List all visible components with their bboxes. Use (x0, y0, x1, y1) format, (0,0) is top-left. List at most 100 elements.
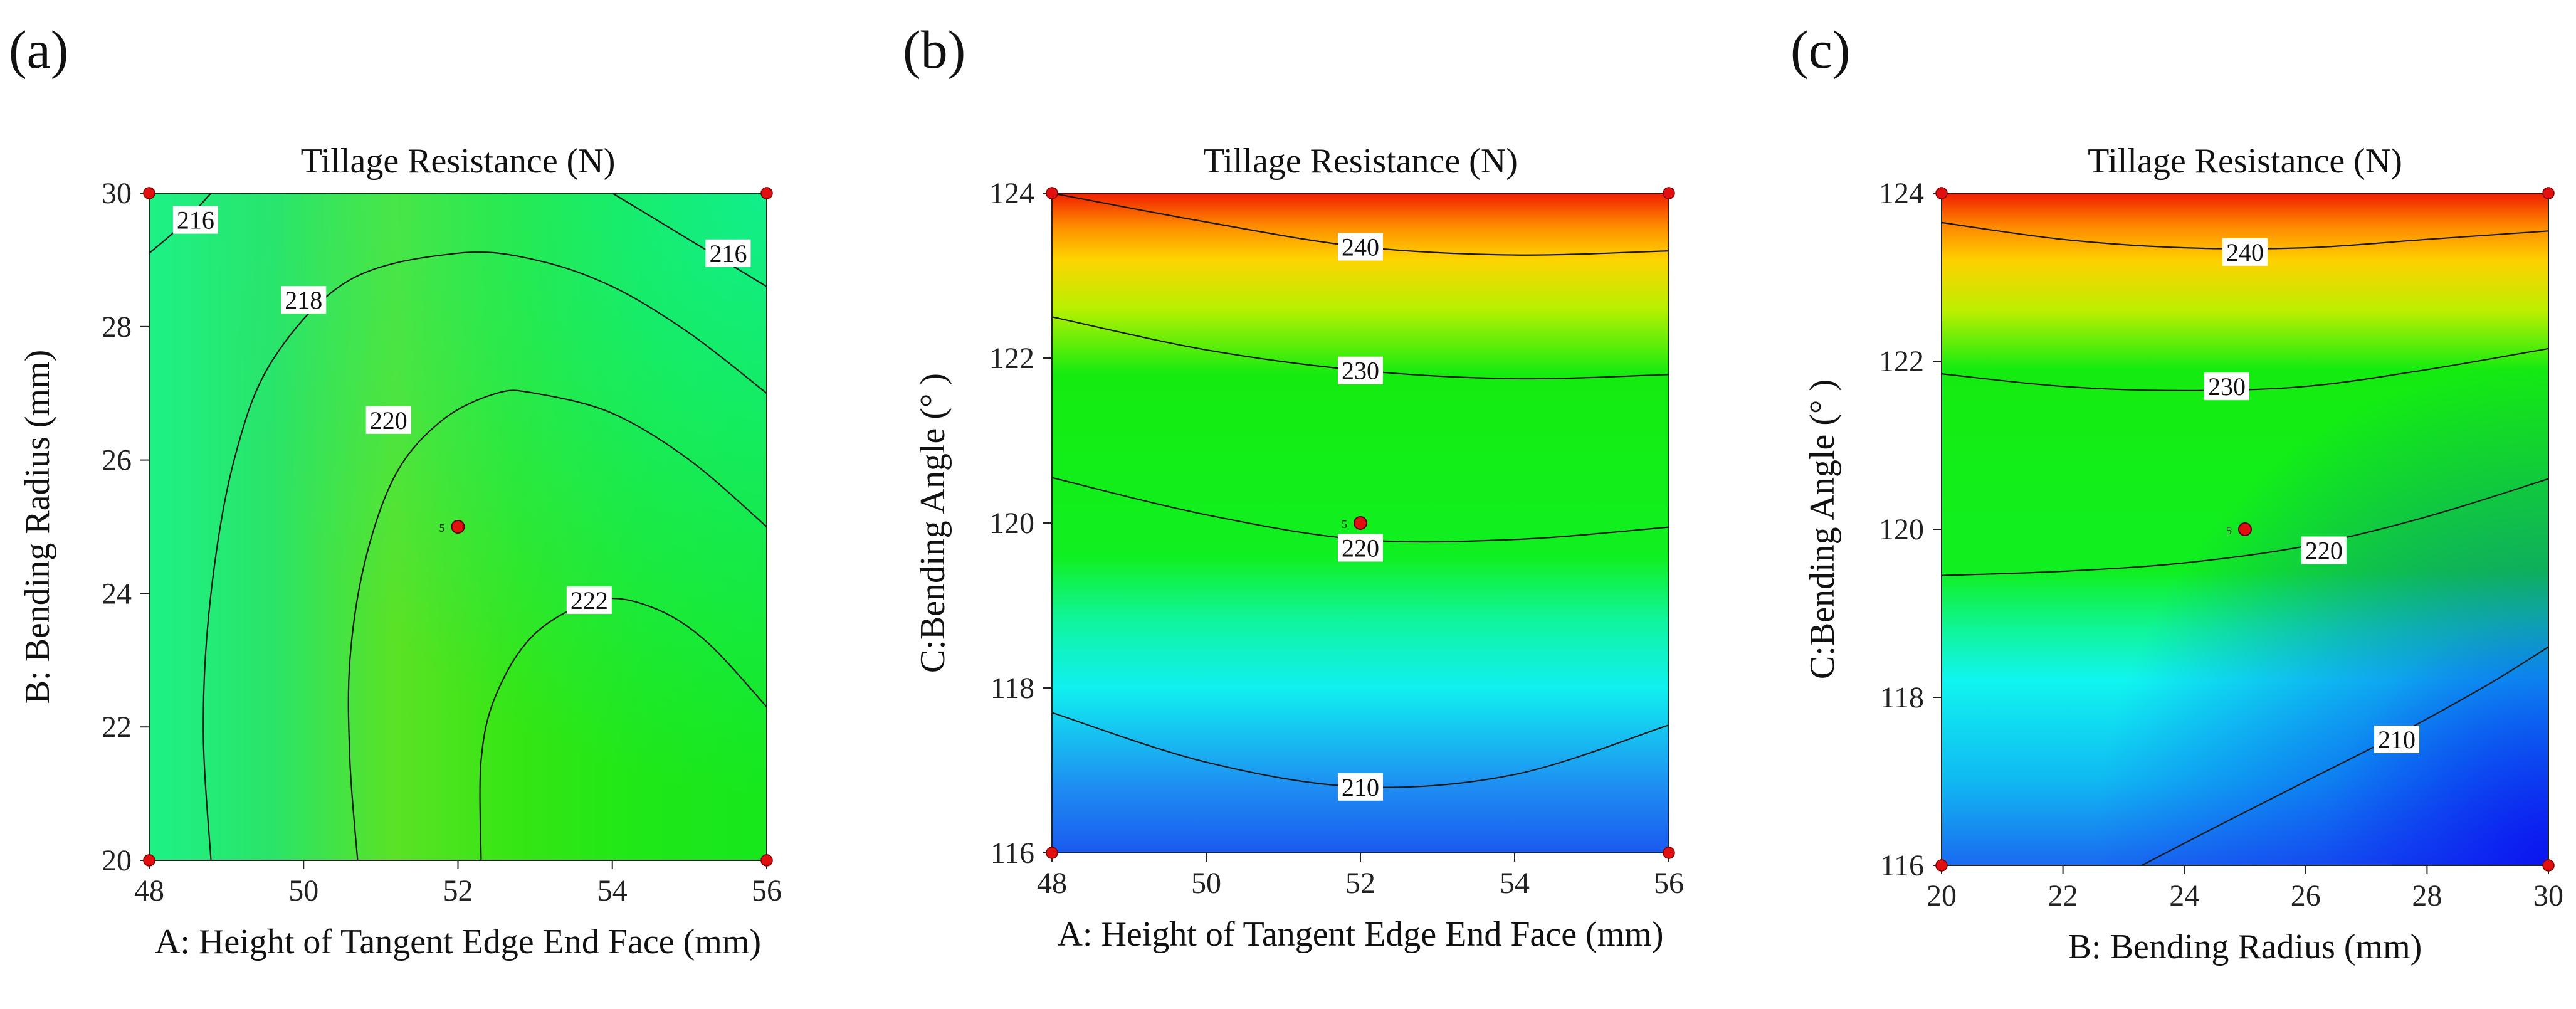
x-axis-label: A: Height of Tangent Edge End Face (mm) (155, 922, 761, 961)
design-point (2542, 859, 2555, 872)
y-tick-label: 124 (1879, 177, 1924, 210)
center-point-count: 5 (439, 522, 445, 534)
contour-label-text: 220 (2305, 537, 2343, 565)
chart-title: Tillage Resistance (N) (301, 142, 616, 181)
x-tick-label: 26 (2291, 879, 2321, 912)
x-tick-label: 56 (752, 874, 782, 907)
chart-title: Tillage Resistance (N) (2088, 142, 2402, 181)
design-point (1935, 187, 1948, 199)
contour-label-text: 222 (570, 586, 608, 615)
contour-label-text: 218 (285, 286, 322, 314)
x-tick-label: 50 (1191, 867, 1221, 900)
center-point (2238, 522, 2252, 536)
center-point (1354, 516, 1367, 530)
contour-label: 222 (566, 586, 612, 615)
panel-label: (a) (9, 19, 68, 80)
x-tick-label: 30 (2533, 879, 2563, 912)
design-point (1046, 187, 1058, 199)
contour-label-text: 216 (177, 206, 214, 235)
design-point (2542, 187, 2555, 199)
contour-label: 230 (1338, 356, 1383, 385)
x-tick-label: 56 (1654, 867, 1684, 900)
y-tick-label: 26 (102, 444, 132, 477)
y-tick-label: 118 (991, 672, 1034, 705)
design-point (1046, 847, 1058, 859)
contour-label: 240 (1338, 233, 1383, 261)
x-tick-label: 54 (597, 874, 628, 907)
y-axis-label: B: Bending Radius (mm) (18, 350, 57, 704)
chart-panel-a: (a)Tillage Resistance (N)216216218220222… (9, 19, 782, 961)
design-point (143, 854, 155, 867)
x-tick-label: 28 (2412, 879, 2442, 912)
contour-line-220 (347, 389, 767, 860)
contour-label: 216 (172, 206, 218, 235)
y-tick-label: 120 (1879, 513, 1924, 546)
contour-label-box (2204, 372, 2249, 401)
y-tick-label: 122 (989, 342, 1034, 375)
y-tick-label: 30 (102, 177, 132, 210)
contour-label: 240 (2222, 238, 2268, 267)
contour-label: 216 (705, 239, 751, 268)
contour-label-text: 220 (1342, 534, 1379, 562)
y-tick-label: 116 (991, 837, 1034, 870)
design-point (1663, 187, 1675, 199)
contour-label-box (1338, 233, 1383, 261)
contour-label-box (172, 206, 218, 234)
y-tick-label: 24 (102, 577, 132, 610)
x-tick-label: 52 (1345, 867, 1375, 900)
y-tick-label: 122 (1879, 345, 1924, 378)
x-tick-label: 20 (1927, 879, 1957, 912)
y-tick-label: 20 (102, 844, 132, 877)
x-tick-label: 22 (2048, 879, 2078, 912)
x-tick-label: 50 (288, 874, 318, 907)
center-point (451, 520, 465, 534)
contour-label: 220 (2301, 536, 2347, 565)
contour-label-box (365, 406, 411, 434)
y-tick-label: 118 (1880, 681, 1924, 714)
y-tick-label: 120 (989, 507, 1034, 540)
x-tick-label: 48 (134, 874, 164, 907)
chart-title: Tillage Resistance (N) (1203, 142, 1518, 181)
y-axis-label: C:Bending Angle (° ) (913, 373, 952, 673)
contour-label-text: 210 (2378, 726, 2416, 754)
x-tick-label: 48 (1037, 867, 1067, 900)
design-point (760, 187, 773, 199)
contour-label-text: 220 (370, 406, 407, 435)
contour-lines (149, 193, 767, 860)
design-point (1935, 859, 1948, 872)
contour-label: 218 (281, 286, 327, 314)
contour-label-text: 210 (1342, 773, 1379, 801)
x-tick-label: 52 (443, 874, 473, 907)
contour-label-box (705, 239, 751, 267)
contour-label-box (2222, 238, 2268, 266)
design-point (1663, 847, 1675, 859)
x-tick-label: 24 (2169, 879, 2199, 912)
contour-label: 230 (2204, 372, 2249, 401)
contour-label-text: 216 (709, 240, 747, 268)
contour-label-box (2374, 726, 2419, 753)
contour-label: 210 (1338, 773, 1383, 801)
y-tick-label: 28 (102, 310, 132, 344)
contour-label-text: 230 (1342, 357, 1379, 385)
chart-panel-b: (b) Tillage Resistance (N) 240 230 220 210 48 5… (903, 19, 1684, 954)
center-point-count: 5 (2226, 524, 2232, 537)
contour-line-218 (202, 251, 767, 860)
y-tick-label: 124 (989, 177, 1034, 210)
contour-label-box (1338, 356, 1383, 384)
x-tick-label: 54 (1500, 867, 1530, 900)
contour-line-216 (612, 193, 767, 287)
contour-label-text: 240 (1342, 233, 1379, 261)
y-tick-label: 22 (102, 711, 132, 744)
chart-panel-c: (c) Tillage Resistance (N) 240 230 220 210 20 2… (1790, 19, 2563, 966)
design-point (143, 187, 155, 199)
contour-line-220 (1942, 478, 2548, 576)
contour-label-text: 230 (2208, 372, 2246, 401)
contour-label-box (281, 286, 327, 314)
contour-label-box (566, 586, 612, 615)
x-axis-label: B: Bending Radius (mm) (2068, 927, 2422, 966)
center-point-count: 5 (1342, 518, 1347, 531)
contour-line-222 (479, 598, 767, 860)
contour-label: 220 (365, 406, 411, 435)
panel-label: (c) (1790, 19, 1850, 80)
